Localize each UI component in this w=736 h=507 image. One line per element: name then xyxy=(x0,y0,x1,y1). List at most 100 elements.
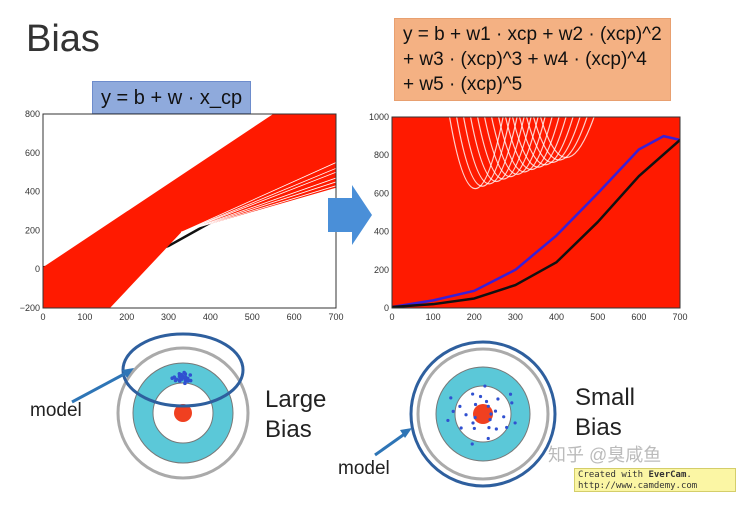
dot xyxy=(449,396,453,400)
model-band xyxy=(43,114,336,308)
model-arrow xyxy=(71,370,129,404)
x-tick-label: 0 xyxy=(40,312,45,322)
dot xyxy=(496,397,500,401)
dot xyxy=(478,394,483,399)
dot xyxy=(487,425,491,430)
x-tick-label: 300 xyxy=(508,312,523,322)
y-tick-label: 800 xyxy=(25,109,40,119)
small-bias-label: Small Bias xyxy=(575,384,636,441)
x-tick-label: 200 xyxy=(467,312,482,322)
x-tick-label: 500 xyxy=(245,312,260,322)
y-tick-label: 400 xyxy=(374,227,389,237)
gap-curve xyxy=(469,117,525,183)
prediction-dots xyxy=(446,384,517,446)
model-arrow xyxy=(374,431,407,457)
dot xyxy=(489,412,493,416)
gap-curve xyxy=(483,117,539,178)
y-tick-label: 200 xyxy=(25,225,40,235)
dot xyxy=(486,404,490,408)
dot xyxy=(484,399,489,404)
dot xyxy=(188,373,193,377)
gap-curve xyxy=(456,117,511,187)
y-tick-label: −200 xyxy=(20,303,40,313)
formula-polynomial: y = b + w1 · xcp + w2 · (xcp)^2 + w3 · (… xyxy=(394,18,671,101)
x-tick-label: 500 xyxy=(590,312,605,322)
y-tick-label: 600 xyxy=(374,188,389,198)
dot xyxy=(493,409,498,413)
dot xyxy=(505,425,509,430)
dot xyxy=(188,378,193,383)
evercam-badge: Created with EverCam. http://www.camdemy.… xyxy=(574,468,736,492)
band-line xyxy=(180,162,336,233)
y-tick-label: 400 xyxy=(25,187,40,197)
model-label-right: model xyxy=(338,458,390,479)
band-line xyxy=(180,171,336,233)
formula-line-2: + w3 · (xcp)^3 + w4 · (xcp)^4 xyxy=(403,49,647,70)
plot-marks xyxy=(43,114,336,308)
x-tick-label: 300 xyxy=(161,312,176,322)
dot xyxy=(473,402,478,407)
x-tick-label: 100 xyxy=(77,312,92,322)
dot xyxy=(177,371,182,376)
blue-series-line xyxy=(392,134,680,308)
gap-curve xyxy=(462,117,518,185)
x-tick-label: 100 xyxy=(426,312,441,322)
y-tick-label: 0 xyxy=(384,303,389,313)
right-arrow-icon xyxy=(328,185,372,245)
x-tick-label: 600 xyxy=(631,312,646,322)
gap-curve xyxy=(539,117,595,159)
dot xyxy=(182,370,186,375)
formula-line-1: y = b + w1 · xcp + w2 · (xcp)^2 xyxy=(403,24,662,45)
band-line xyxy=(180,167,336,233)
plot-marks xyxy=(392,117,680,308)
band-line xyxy=(180,177,336,233)
target-small-bias xyxy=(374,340,557,488)
dot xyxy=(458,404,462,408)
gap-curve xyxy=(525,117,581,163)
x-tick-label: 400 xyxy=(549,312,564,322)
dot xyxy=(173,378,178,383)
dot xyxy=(471,421,475,425)
band-line xyxy=(181,185,336,233)
x-tick-label: 700 xyxy=(328,312,343,322)
dot xyxy=(488,418,492,422)
gap-curve xyxy=(518,117,574,166)
formula-line-3: + w5 · (xcp)^5 xyxy=(403,74,523,95)
dot xyxy=(464,413,468,417)
dot xyxy=(483,384,487,388)
dot xyxy=(486,436,490,441)
dot xyxy=(471,392,475,396)
x-tick-label: 200 xyxy=(119,312,134,322)
target-large-bias xyxy=(71,332,250,480)
band-line xyxy=(181,181,336,233)
y-tick-label: 800 xyxy=(374,150,389,160)
dot xyxy=(510,401,514,405)
y-tick-label: 1000 xyxy=(369,112,389,122)
dot xyxy=(446,418,450,423)
dot xyxy=(494,427,498,431)
dot xyxy=(183,375,188,379)
prediction-dots xyxy=(170,370,193,386)
gap-curve xyxy=(476,117,532,180)
gap-curve xyxy=(504,117,560,170)
dot xyxy=(170,376,175,381)
watermark: 知乎 @臭咸鱼 xyxy=(548,445,662,465)
dot xyxy=(178,375,182,380)
x-tick-label: 700 xyxy=(672,312,687,322)
gap-curve xyxy=(449,117,504,189)
chart-right: 0 100 200 300 400 500 600 700 0 200 400 600 800 1000 xyxy=(369,112,688,322)
gap-curve xyxy=(532,117,588,161)
black-series-line xyxy=(392,138,680,308)
dot xyxy=(473,415,477,420)
y-tick-label: 600 xyxy=(25,148,40,158)
y-tick-label: 200 xyxy=(374,265,389,275)
slide-title: Bias xyxy=(26,18,100,60)
large-bias-label: Large Bias xyxy=(265,386,327,443)
formula-linear: y = b + w · x_cp xyxy=(92,81,252,114)
dot xyxy=(177,379,182,383)
x-tick-label: 600 xyxy=(287,312,302,322)
model-label-left: model xyxy=(30,400,82,421)
dot xyxy=(502,415,506,419)
